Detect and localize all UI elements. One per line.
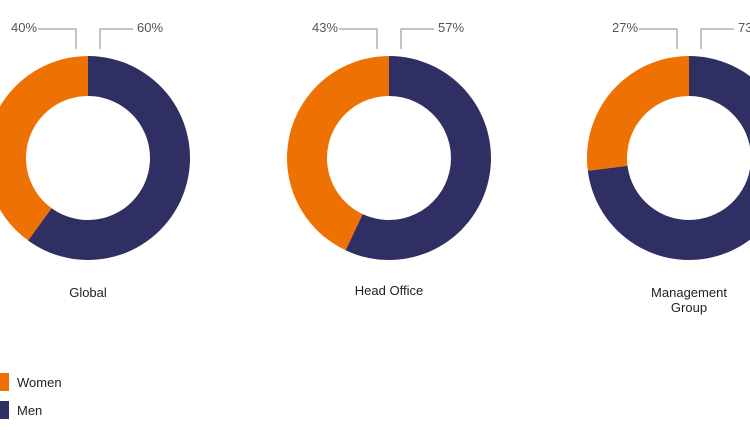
legend: Women Men xyxy=(0,372,62,428)
leader-line-women-1 xyxy=(38,28,77,49)
leader-line-women-3 xyxy=(639,28,678,49)
pct-label-men-2: 57% xyxy=(438,20,465,35)
chart-title-2: Head Office xyxy=(354,283,424,298)
donut-slice-women-1 xyxy=(0,56,88,241)
pct-label-women-2: 43% xyxy=(312,20,339,35)
leader-line-men-1 xyxy=(99,28,133,49)
legend-label-women: Women xyxy=(17,374,62,390)
donut-slice-men-1 xyxy=(28,56,190,260)
donut-slice-men-3 xyxy=(587,56,750,260)
legend-swatch-men xyxy=(0,401,9,419)
pct-label-women-1: 40% xyxy=(11,20,38,35)
leader-line-men-3 xyxy=(700,28,734,49)
legend-item-women: Women xyxy=(0,372,62,392)
leader-line-men-2 xyxy=(400,28,434,49)
pct-label-men-1: 60% xyxy=(137,20,164,35)
pct-label-men-3: 73% xyxy=(738,20,750,35)
legend-item-men: Men xyxy=(0,400,62,420)
chart-title-1: Global xyxy=(69,285,107,300)
donut-slice-women-3 xyxy=(587,56,689,171)
leader-line-women-2 xyxy=(339,28,378,49)
donut-slice-men-2 xyxy=(345,56,492,260)
pct-label-women-3: 27% xyxy=(612,20,639,35)
legend-label-men: Men xyxy=(17,402,43,418)
legend-swatch-women xyxy=(0,373,9,391)
chart-title-3: Management Group xyxy=(651,285,727,315)
donut-slice-women-2 xyxy=(287,56,389,251)
